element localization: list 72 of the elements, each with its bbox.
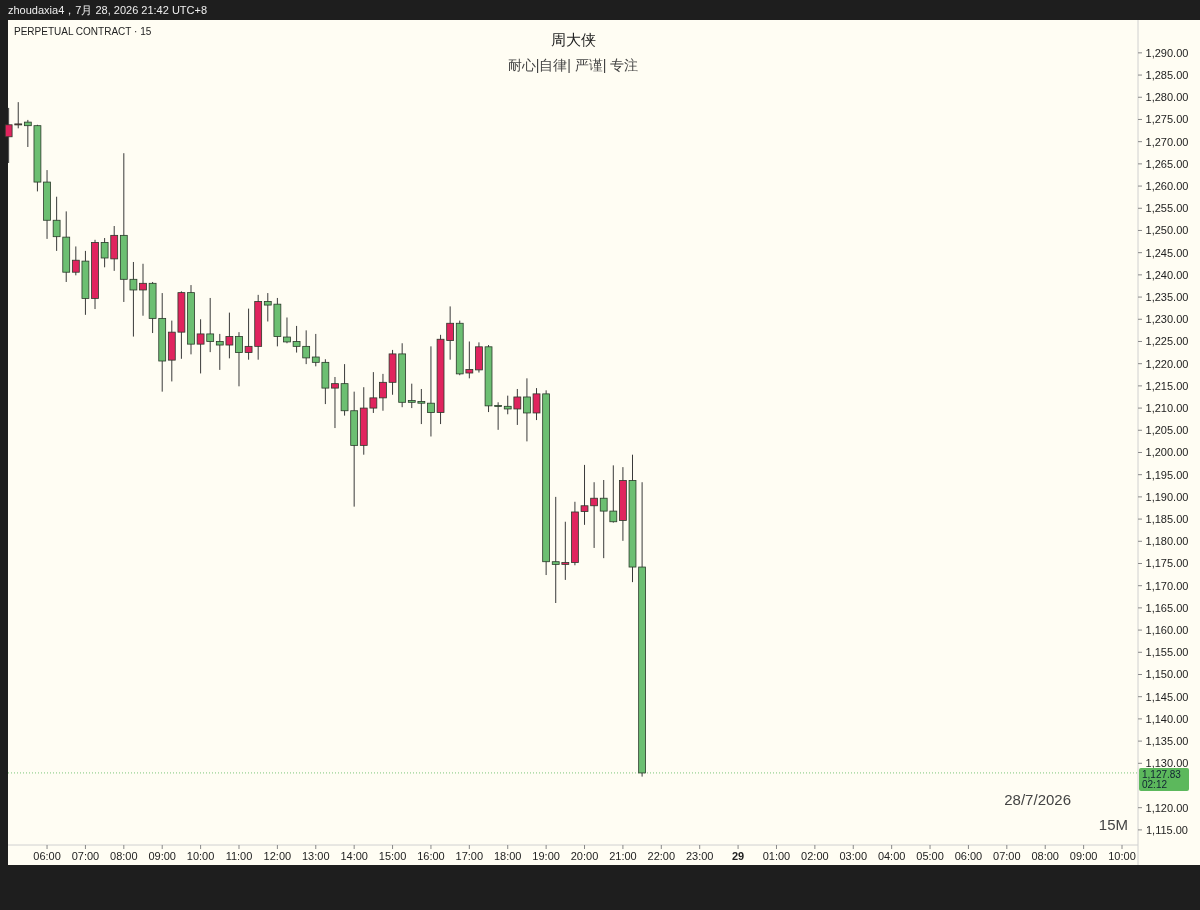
y-tick-label: 1,120.00 (1145, 801, 1189, 814)
y-tick-label: 1,145.00 (1145, 690, 1189, 703)
x-tick-label: 02:00 (801, 850, 829, 862)
y-tick-label: 1,245.00 (1145, 246, 1189, 259)
x-tick-label: 13:00 (302, 850, 330, 862)
x-tick-label: 10:00 (1108, 850, 1136, 862)
x-tick-label: 08:00 (110, 850, 138, 862)
annotation: PERPETUAL CONTRACT · 15 (14, 26, 152, 37)
y-tick-label: 1,185.00 (1145, 513, 1189, 526)
y-tick-label: 1,250.00 (1145, 224, 1189, 237)
x-tick-label: 06:00 (954, 850, 983, 862)
y-tick-label: 1,270.00 (1145, 135, 1189, 148)
x-tick-label: 10:00 (186, 850, 215, 862)
x-tick-label: 04:00 (877, 850, 906, 862)
y-tick-label: 1,115.00 (1145, 823, 1189, 836)
y-tick-label: 1,240.00 (1145, 268, 1189, 281)
y-tick-label: 1,265.00 (1145, 157, 1189, 170)
x-tick-label: 18:00 (493, 850, 522, 862)
ref-line-label: 1,127.83 (1142, 768, 1182, 780)
x-tick-label: 01:00 (762, 850, 791, 862)
y-tick-label: 1,210.00 (1145, 402, 1189, 415)
y-tick-label: 1,230.00 (1145, 313, 1189, 326)
x-tick-label: 09:00 (1069, 850, 1098, 862)
y-tick-label: 1,170.00 (1145, 579, 1189, 592)
y-tick-label: 1,220.00 (1145, 357, 1189, 370)
x-tick-label: 05:00 (916, 850, 944, 862)
y-tick-label: 1,290.00 (1145, 46, 1189, 59)
x-tick-label: 17:00 (455, 850, 484, 862)
x-tick-label: 23:00 (685, 850, 714, 862)
x-tick-label: 09:00 (148, 850, 176, 862)
annotation: 15M (1098, 816, 1128, 833)
y-tick-label: 1,165.00 (1145, 601, 1189, 614)
x-tick-label: 21:00 (609, 850, 637, 862)
x-tick-label: 14:00 (340, 850, 368, 862)
y-tick-label: 1,215.00 (1145, 379, 1189, 392)
x-tick-label: 12:00 (263, 850, 292, 862)
x-tick-label: 06:00 (33, 850, 61, 862)
y-tick-label: 1,285.00 (1145, 69, 1189, 82)
y-tick-label: 1,235.00 (1145, 291, 1189, 304)
y-tick-label: 1,180.00 (1145, 535, 1189, 548)
x-tick-label: 11:00 (225, 850, 253, 862)
text: 02:12 (1142, 778, 1168, 790)
x-tick-label: 07:00 (71, 850, 100, 862)
y-tick-label: 1,130.00 (1145, 757, 1189, 770)
y-tick-label: 1,200.00 (1145, 446, 1189, 459)
y-tick-label: 1,140.00 (1145, 712, 1189, 725)
y-tick-label: 1,155.00 (1145, 646, 1189, 659)
x-tick-label: 22:00 (647, 850, 676, 862)
x-tick-label: 15:00 (378, 850, 407, 862)
y-tick-label: 1,205.00 (1145, 424, 1189, 437)
y-tick-label: 1,195.00 (1145, 468, 1189, 481)
y-tick-label: 1,275.00 (1145, 113, 1189, 126)
y-tick-label: 1,190.00 (1145, 490, 1189, 503)
x-tick-label: 19:00 (532, 850, 560, 862)
y-tick-label: 1,255.00 (1145, 202, 1189, 215)
y-tick-label: 1,150.00 (1145, 668, 1189, 681)
y-tick-label: 1,175.00 (1145, 557, 1189, 570)
x-tick-label: 16:00 (417, 850, 445, 862)
x-tick-label: 03:00 (839, 850, 868, 862)
y-tick-label: 1,160.00 (1145, 624, 1189, 637)
x-tick-label: 07:00 (993, 850, 1021, 862)
annotation: 28/7/2026 (1004, 791, 1071, 808)
text: 周大侠 (550, 31, 596, 48)
x-tick-label: 08:00 (1031, 850, 1059, 862)
y-tick-label: 1,280.00 (1145, 91, 1189, 104)
y-tick-label: 1,260.00 (1145, 180, 1189, 193)
y-tick-label: 1,225.00 (1145, 335, 1189, 348)
text: 耐心|自律| 严谨| 专注 (507, 57, 639, 73)
text: zhoudaxia4，7月 28, 2026 21:42 UTC+8 (8, 4, 208, 16)
y-tick-label: 1,135.00 (1145, 735, 1189, 748)
x-tick-label: 20:00 (570, 850, 599, 862)
x-tick-label: 29 (731, 850, 745, 862)
